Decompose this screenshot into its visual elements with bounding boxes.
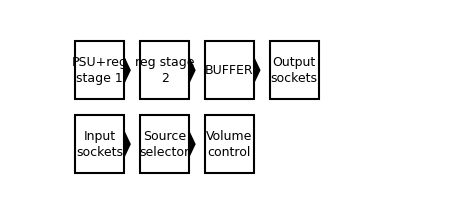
Polygon shape bbox=[189, 130, 196, 158]
Text: PSU+reg
stage 1: PSU+reg stage 1 bbox=[72, 56, 128, 85]
Text: Volume
control: Volume control bbox=[206, 130, 252, 159]
Polygon shape bbox=[189, 56, 196, 84]
Text: Input
sockets: Input sockets bbox=[76, 130, 123, 159]
Bar bbox=[270, 41, 319, 99]
Bar bbox=[205, 41, 254, 99]
Text: reg stage
2: reg stage 2 bbox=[135, 56, 194, 85]
Polygon shape bbox=[124, 130, 131, 158]
Bar bbox=[75, 115, 124, 173]
Text: Output
sockets: Output sockets bbox=[271, 56, 318, 85]
Text: BUFFER: BUFFER bbox=[205, 64, 254, 77]
Bar bbox=[140, 41, 189, 99]
Polygon shape bbox=[124, 56, 131, 84]
Bar bbox=[205, 115, 254, 173]
Polygon shape bbox=[254, 56, 260, 84]
Text: Source
selector: Source selector bbox=[140, 130, 189, 159]
Bar bbox=[75, 41, 124, 99]
Bar bbox=[140, 115, 189, 173]
